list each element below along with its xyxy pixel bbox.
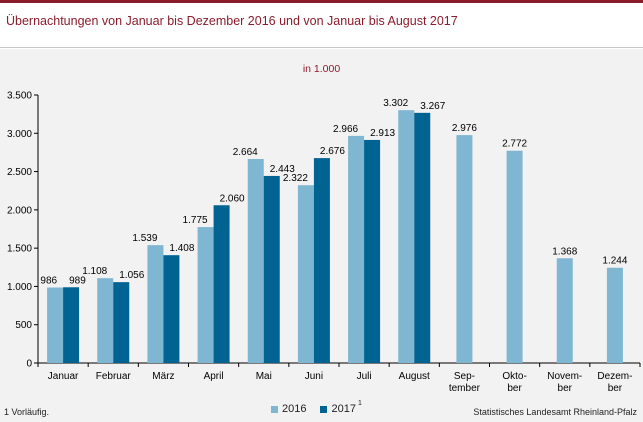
data-label-2017: 2.443: [270, 164, 295, 175]
legend-item-2017: 2017 1: [320, 399, 362, 415]
bar-2016: [147, 245, 164, 363]
x-tick-label: Okto-: [502, 371, 526, 382]
bar-2016: [556, 258, 573, 363]
data-label-2017: 2.676: [320, 146, 345, 157]
unit-label: in 1.000: [302, 63, 341, 75]
x-tick-label: ber: [608, 383, 623, 394]
data-label-2016: 1.108: [82, 266, 107, 277]
data-label-2016: 1.539: [132, 233, 157, 244]
source-note: Statistisches Landesamt Rheinland-Pfalz: [473, 407, 637, 417]
bar-2017: [113, 282, 130, 363]
bar-2017: [364, 139, 381, 363]
x-tick-label: ber: [558, 383, 573, 394]
bar-2016: [97, 278, 114, 363]
x-tick-label: Mai: [256, 371, 272, 382]
footnote: 1 Vorläufig.: [4, 407, 50, 417]
data-label-2017: 1.408: [169, 243, 194, 254]
x-tick-label: ber: [507, 383, 522, 394]
top-rule: [0, 0, 643, 3]
data-label-2016: 2.322: [283, 173, 308, 184]
data-label-2016: 2.976: [452, 123, 477, 134]
chart-title: Übernachtungen von Januar bis Dezember 2…: [6, 14, 458, 28]
data-label-2017: 2.060: [220, 193, 245, 204]
legend-swatch-2017: [320, 405, 328, 413]
bar-2016: [247, 159, 264, 363]
x-tick-label: Juni: [305, 371, 323, 382]
data-label-2017: 2.913: [370, 128, 395, 139]
bar-2017: [213, 205, 230, 363]
legend-label-2017: 2017: [331, 403, 356, 415]
y-tick-label: 500: [15, 320, 32, 331]
bar-2017: [163, 255, 180, 363]
bar-2016: [456, 135, 473, 363]
data-label-2016: 1.244: [602, 256, 627, 267]
x-tick-label: Januar: [48, 371, 79, 382]
legend-item-2016: 2016: [271, 403, 306, 415]
y-tick-label: 3.000: [7, 129, 32, 140]
data-label-2016: 986: [40, 276, 57, 287]
title-divider: [0, 47, 643, 48]
y-tick-label: 2.000: [7, 205, 32, 216]
x-tick-label: August: [399, 371, 430, 382]
legend-footnote-marker: 1: [357, 399, 362, 407]
data-label-2017: 989: [69, 275, 86, 286]
y-tick-label: 1.500: [7, 244, 32, 255]
y-tick-label: 1.000: [7, 282, 32, 293]
y-tick-label: 3.500: [7, 91, 32, 102]
bar-2017: [313, 158, 330, 363]
bar-2016: [197, 227, 214, 363]
data-label-2016: 2.966: [333, 124, 358, 135]
bar-2016: [398, 110, 415, 364]
x-tick-label: März: [152, 371, 174, 382]
x-tick-label: tember: [449, 383, 481, 394]
y-tick-label: 0: [26, 359, 32, 370]
data-label-2016: 1.368: [552, 246, 577, 257]
bar-2017: [414, 112, 431, 363]
bar-2016: [506, 150, 523, 363]
y-tick-label: 2.500: [7, 167, 32, 178]
data-label-2017: 3.267: [420, 101, 445, 112]
data-label-2016: 2.664: [233, 147, 258, 158]
x-tick-label: Dezem-: [597, 371, 632, 382]
bar-2017: [63, 287, 80, 363]
x-tick-label: April: [204, 371, 224, 382]
legend-label-2016: 2016: [282, 403, 307, 415]
bar-2016: [606, 267, 623, 363]
legend: 2016 2017 1: [271, 399, 376, 415]
data-label-2016: 2.772: [502, 139, 527, 150]
x-tick-label: Februar: [96, 371, 132, 382]
bar-2016: [47, 287, 64, 363]
x-tick-label: Juli: [357, 371, 372, 382]
x-tick-label: Novem-: [547, 371, 582, 382]
bar-2016: [348, 135, 365, 363]
data-label-2016: 3.302: [383, 98, 408, 109]
legend-swatch-2016: [271, 405, 278, 413]
bar-2016: [297, 185, 314, 363]
data-label-2017: 1.056: [119, 270, 144, 281]
bar-2017: [263, 175, 280, 363]
data-label-2016: 1.775: [183, 215, 208, 226]
x-tick-label: Sep-: [454, 371, 475, 382]
